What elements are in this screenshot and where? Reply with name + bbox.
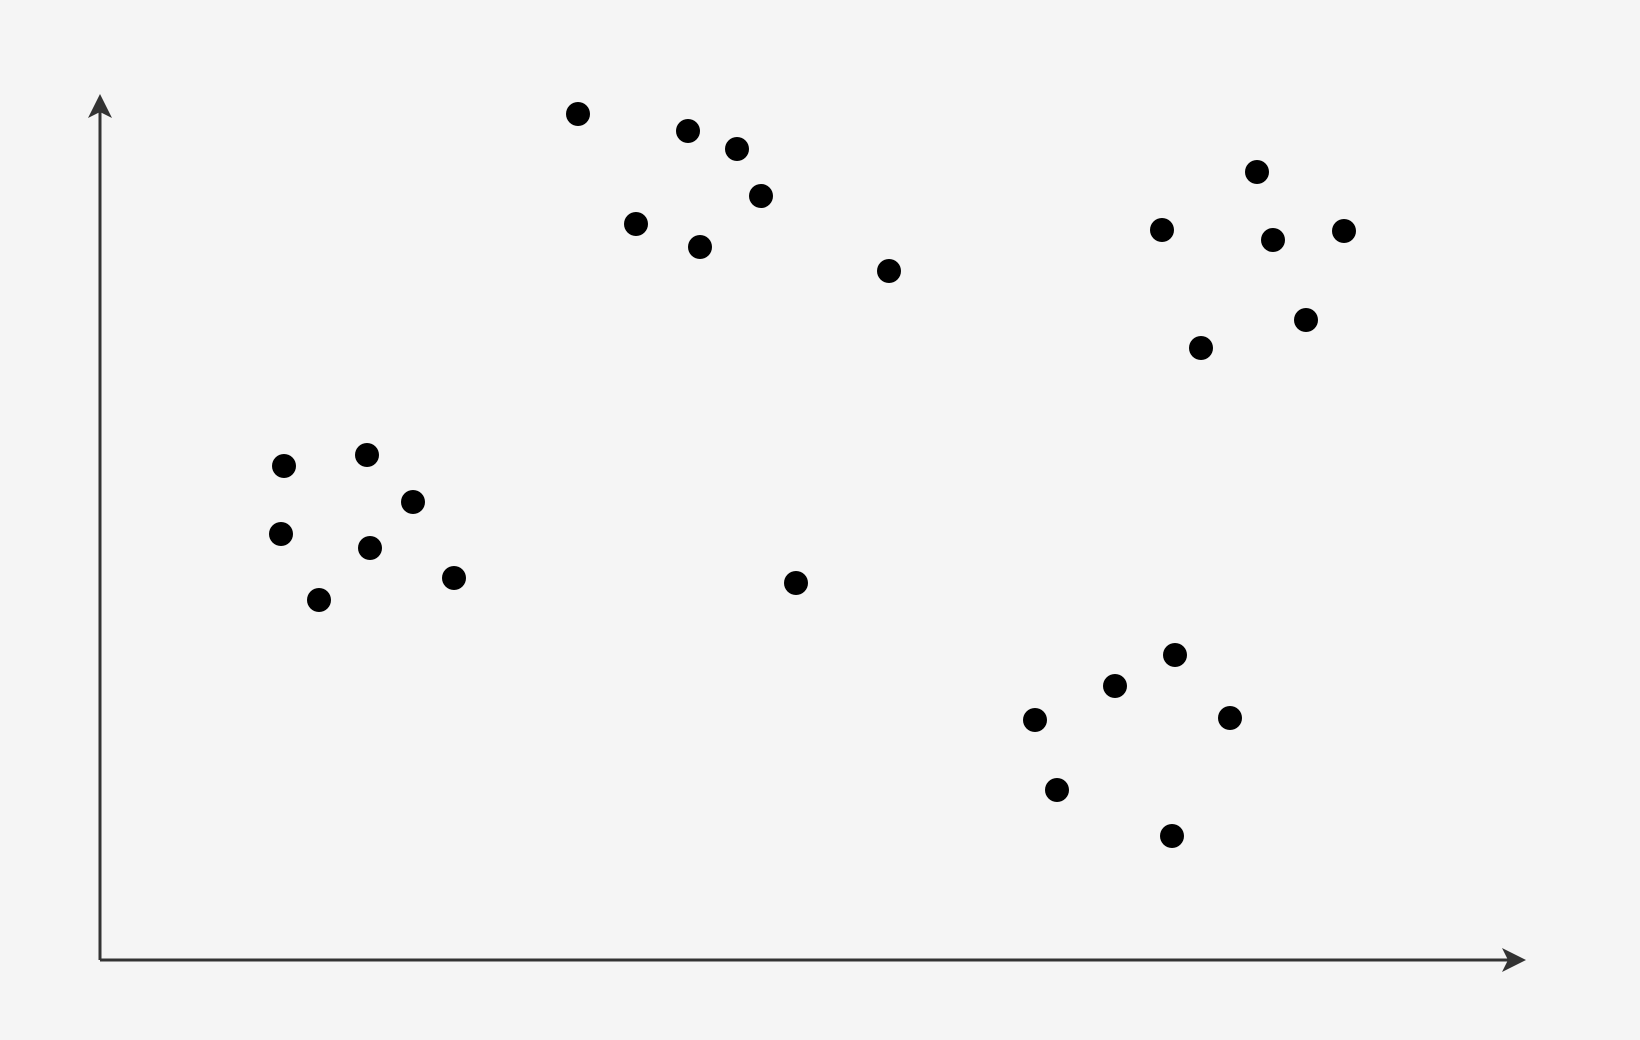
scatter-point [1332,219,1356,243]
scatter-point [1218,706,1242,730]
scatter-point [442,566,466,590]
scatter-point [307,588,331,612]
scatter-point [566,102,590,126]
scatter-point [401,490,425,514]
scatter-point [1189,336,1213,360]
scatter-point [624,212,648,236]
scatter-point [1023,708,1047,732]
scatter-point [784,571,808,595]
scatter-point [676,119,700,143]
scatter-point [269,522,293,546]
chart-svg [0,0,1640,1040]
scatter-point [749,184,773,208]
scatter-point [1103,674,1127,698]
scatter-point [1294,308,1318,332]
scatter-point [355,443,379,467]
scatter-point [1045,778,1069,802]
scatter-point [272,454,296,478]
scatter-point [1160,824,1184,848]
scatter-chart [0,0,1640,1040]
scatter-point [1261,228,1285,252]
scatter-point [1150,218,1174,242]
scatter-point [688,235,712,259]
scatter-point [358,536,382,560]
scatter-point [725,137,749,161]
scatter-point [1163,643,1187,667]
scatter-point [877,259,901,283]
scatter-point [1245,160,1269,184]
chart-background [0,0,1640,1040]
